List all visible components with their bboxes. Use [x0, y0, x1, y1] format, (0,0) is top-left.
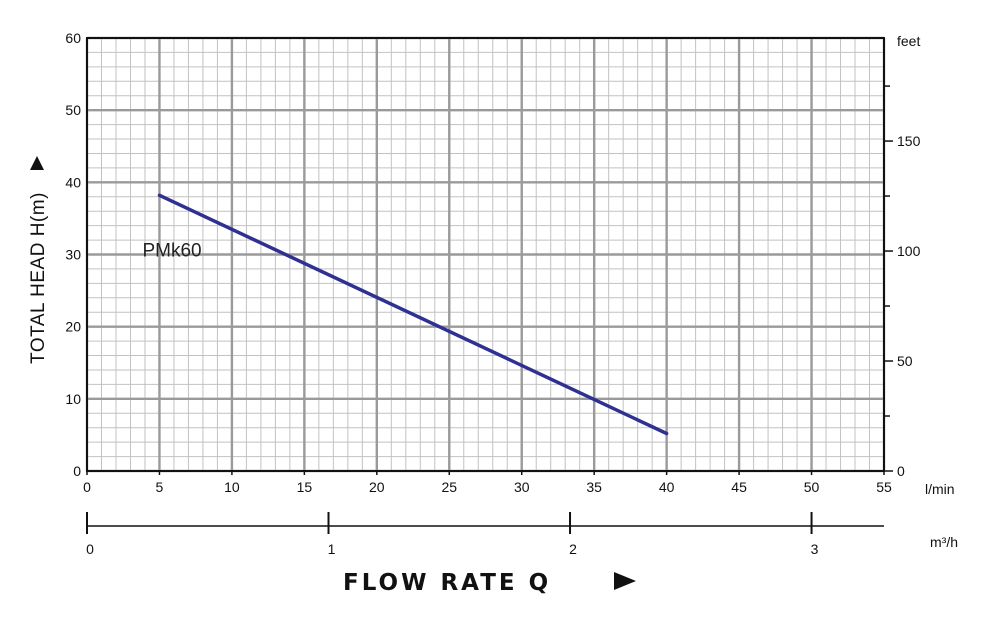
y-tick-label: 40: [65, 174, 81, 190]
y-axis-label: TOTAL HEAD H(m): [28, 192, 49, 364]
x2-axis: 0 1 2 3: [86, 512, 884, 557]
x-tick-label: 10: [224, 479, 240, 495]
x-tick-label: 55: [876, 479, 892, 495]
series-label: PMk60: [142, 240, 201, 261]
right-arrow-icon: [614, 572, 636, 590]
up-arrow-icon: [30, 156, 44, 170]
y2-tick-label: 0: [897, 463, 905, 479]
y2-tick-label: 50: [897, 353, 913, 369]
x-tick-label: 20: [369, 479, 385, 495]
x-tick-label: 0: [83, 479, 91, 495]
y-tick-label: 60: [65, 30, 81, 46]
y-axis-title: TOTAL HEAD H(m): [28, 156, 49, 364]
x-tick-label: 35: [586, 479, 602, 495]
x2-unit-label: m³/h: [930, 534, 958, 550]
x2-tick-label: 2: [569, 541, 577, 557]
x-tick-label: 5: [156, 479, 164, 495]
y2-unit-label: feet: [897, 33, 920, 49]
x-tick-label: 30: [514, 479, 530, 495]
y2-tick-label: 100: [897, 243, 921, 259]
major-grid: [85, 36, 886, 473]
series-layer: PMk60: [142, 193, 669, 436]
x-axis-ticks: 0 5 10 15 20 25 30 35 40 45 50 55: [83, 471, 892, 495]
x2-tick-label: 0: [86, 541, 94, 557]
x-axis-label: FLOW RATE Q: [343, 570, 551, 596]
x-tick-label: 25: [441, 479, 457, 495]
y2-tick-label: 150: [897, 133, 921, 149]
y-tick-label: 30: [65, 247, 81, 263]
x-tick-label: 45: [731, 479, 747, 495]
y-axis-ticks: 0 10 20 30 40 50 60: [65, 30, 81, 479]
y-tick-label: 10: [65, 391, 81, 407]
x-unit-label: l/min: [925, 481, 955, 497]
series-line: [157, 193, 669, 436]
plot-frame: [86, 37, 885, 472]
y2-axis-ticks: 0 50 100 150: [884, 85, 921, 479]
x2-tick-label: 1: [328, 541, 336, 557]
x-tick-label: 50: [804, 479, 820, 495]
x-tick-label: 40: [659, 479, 675, 495]
y-tick-label: 0: [73, 463, 81, 479]
y-tick-label: 50: [65, 102, 81, 118]
y-tick-label: 20: [65, 319, 81, 335]
x2-tick-label: 3: [811, 541, 819, 557]
x-tick-label: 15: [297, 479, 313, 495]
